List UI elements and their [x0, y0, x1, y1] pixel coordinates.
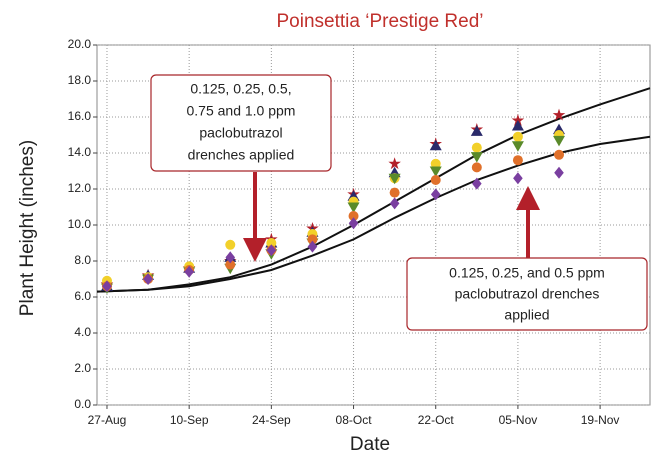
- x-tick-label: 24-Sep: [252, 413, 291, 427]
- data-point: [513, 172, 523, 185]
- data-point: [470, 125, 483, 136]
- x-tick-label: 22-Oct: [418, 413, 455, 427]
- data-point: [389, 197, 400, 210]
- y-axis-label: Plant Height (inches): [17, 140, 38, 316]
- annotation-text: 0.125, 0.25, and 0.5 ppm: [449, 265, 605, 281]
- annotation-text: paclobutrazol: [199, 125, 282, 141]
- y-tick-label: 14.0: [68, 145, 92, 159]
- data-point: [388, 157, 401, 170]
- data-point: [471, 162, 482, 173]
- x-tick-label: 08-Oct: [336, 413, 373, 427]
- annotation-text: drenches applied: [188, 147, 295, 163]
- chart-title: Poinsettia ‘Prestige Red’: [277, 11, 484, 32]
- y-tick-label: 10.0: [68, 217, 92, 231]
- x-tick-label: 10-Sep: [170, 413, 209, 427]
- data-point: [471, 142, 482, 153]
- data-point: [388, 173, 401, 185]
- data-point: [429, 166, 442, 177]
- annotation-text: 0.75 and 1.0 ppm: [187, 103, 296, 119]
- annotation-text: applied: [504, 307, 549, 323]
- data-point: [511, 141, 524, 152]
- y-tick-label: 12.0: [68, 181, 92, 195]
- y-tick-label: 0.0: [74, 397, 91, 411]
- data-point: [348, 217, 359, 230]
- data-point: [347, 202, 360, 213]
- y-tick-label: 16.0: [68, 109, 92, 123]
- x-axis-label: Date: [350, 434, 390, 455]
- annotation: 0.125, 0.25, and 0.5 ppm paclobutrazol d…: [406, 257, 648, 331]
- data-point: [430, 175, 441, 185]
- x-tick-label: 19-Nov: [581, 413, 620, 427]
- annotation-box: [150, 74, 332, 172]
- annotation-box: [406, 257, 648, 331]
- data-point: [266, 244, 277, 257]
- x-tick-label: 05-Nov: [499, 413, 538, 427]
- data-point: [430, 188, 441, 201]
- data-point: [429, 139, 442, 151]
- x-tick-label: 27-Aug: [88, 413, 127, 427]
- data-point: [553, 135, 566, 147]
- data-point: [307, 234, 318, 245]
- data-point: [511, 114, 525, 126]
- data-point: [554, 149, 565, 160]
- growth-curve: [96, 135, 651, 293]
- annotation-text: paclobutrazol drenches: [455, 286, 600, 302]
- y-tick-label: 2.0: [74, 361, 91, 375]
- y-tick-label: 18.0: [68, 73, 92, 87]
- data-point: [511, 120, 524, 131]
- data-point: [225, 259, 236, 270]
- y-tick-label: 20.0: [68, 37, 92, 51]
- data-point: [184, 265, 194, 278]
- growth-curve: [96, 87, 651, 293]
- y-tick-label: 6.0: [74, 289, 91, 303]
- y-tick-label: 8.0: [74, 253, 91, 267]
- data-point: [348, 211, 359, 221]
- data-point: [225, 239, 236, 250]
- data-point: [307, 240, 318, 253]
- data-point: [512, 155, 523, 166]
- data-point: [266, 238, 277, 248]
- data-point: [389, 187, 400, 198]
- data-point: [554, 166, 564, 179]
- data-point: [143, 273, 153, 285]
- y-tick-label: 4.0: [74, 325, 91, 339]
- data-point: [552, 108, 566, 121]
- data-point: [470, 152, 483, 163]
- annotation-text: 0.125, 0.25, 0.5,: [190, 81, 291, 97]
- data-point: [512, 131, 523, 142]
- data-point: [472, 177, 482, 190]
- annotation: 0.125, 0.25, 0.5, 0.75 and 1.0 ppm paclo…: [150, 74, 332, 172]
- data-point: [430, 158, 441, 169]
- data-point: [225, 251, 236, 264]
- data-point: [102, 280, 112, 293]
